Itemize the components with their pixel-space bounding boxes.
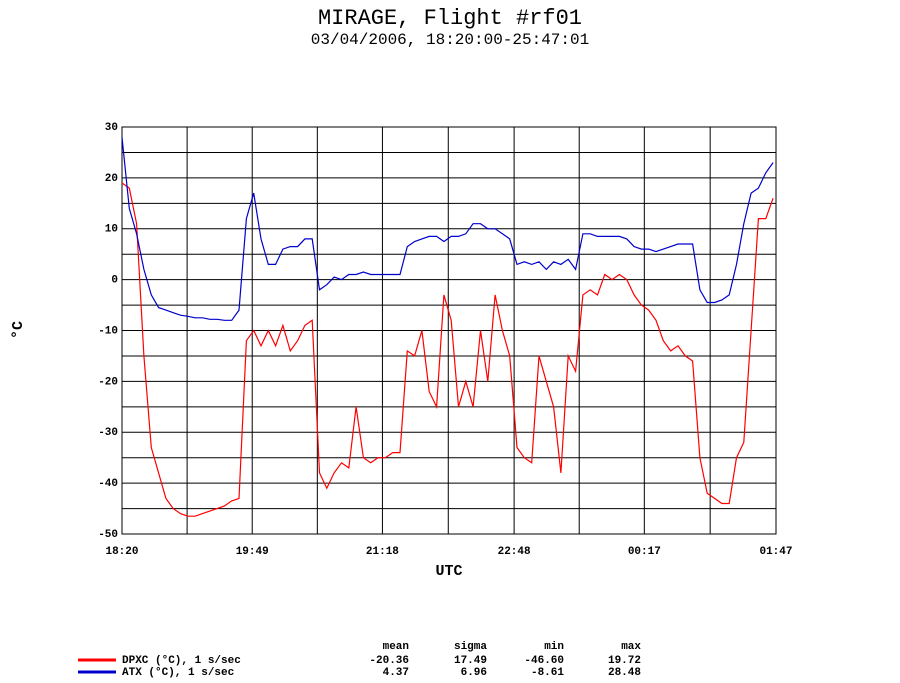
y-tick-label: -40 <box>98 478 118 490</box>
stats-cell: -8.61 <box>531 667 564 679</box>
data-line <box>121 137 774 321</box>
stats-header: sigma <box>454 641 487 653</box>
chart-subtitle: 03/04/2006, 18:20:00-25:47:01 <box>311 31 589 49</box>
stats-header: min <box>544 641 564 653</box>
y-axis-label: °C <box>10 321 27 339</box>
plot-frame <box>121 126 777 535</box>
x-tick-label: 18:20 <box>105 546 138 558</box>
stats-cell: 6.96 <box>461 667 487 679</box>
x-axis-label: UTC <box>435 563 462 580</box>
y-tick-label: 30 <box>105 122 118 134</box>
stats-cell: 4.37 <box>383 667 409 679</box>
stats-cell: 19.72 <box>608 655 641 667</box>
y-tick-label: 20 <box>105 173 118 185</box>
y-tick-label: -20 <box>98 376 118 388</box>
x-tick-label: 00:17 <box>628 546 661 558</box>
y-tick-label: -10 <box>98 325 118 337</box>
stats-header: max <box>621 641 641 653</box>
stats-cell: 17.49 <box>454 655 487 667</box>
legend-label: DPXC (°C), 1 s/sec <box>122 655 241 667</box>
x-tick-label: 21:18 <box>366 546 399 558</box>
stats-cell: -20.36 <box>369 655 409 667</box>
legend-label: ATX (°C), 1 s/sec <box>122 667 234 679</box>
stats-header: mean <box>383 641 409 653</box>
data-line <box>121 182 774 517</box>
y-tick-label: 10 <box>105 224 118 236</box>
stats-cell: -46.60 <box>524 655 564 667</box>
chart-title: MIRAGE, Flight #rf01 <box>318 6 582 31</box>
y-tick-label: -30 <box>98 427 118 439</box>
x-tick-label: 19:49 <box>236 546 269 558</box>
x-tick-label: 01:47 <box>759 546 792 558</box>
y-tick-label: 0 <box>111 275 118 287</box>
x-tick-label: 22:48 <box>498 546 531 558</box>
y-tick-label: -50 <box>98 529 118 541</box>
stats-cell: 28.48 <box>608 667 641 679</box>
